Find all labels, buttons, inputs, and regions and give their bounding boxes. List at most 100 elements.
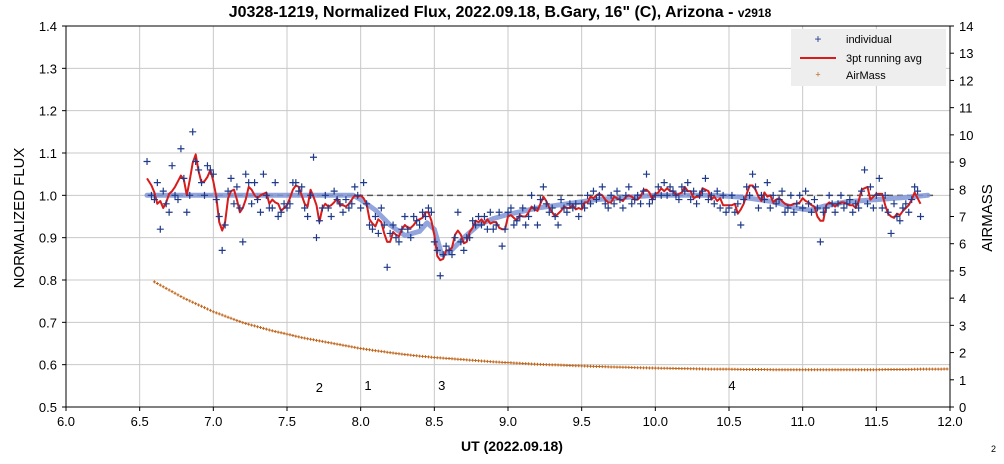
airmass-point (382, 350, 386, 354)
individual-point (725, 204, 733, 212)
individual-point (336, 200, 344, 208)
individual-point (805, 200, 813, 208)
airmass-point (538, 362, 542, 366)
airmass-point (618, 365, 622, 369)
airmass-point (465, 358, 469, 362)
y2-tick-label: 7 (959, 210, 966, 225)
individual-point (917, 213, 925, 220)
airmass-point (326, 341, 330, 345)
individual-point (245, 179, 253, 187)
individual-point (407, 234, 415, 242)
individual-point (813, 204, 821, 212)
y2-tick-label: 5 (959, 264, 966, 279)
individual-point (678, 183, 686, 191)
individual-point (150, 196, 158, 204)
airmass-point (447, 357, 451, 361)
individual-point (324, 204, 332, 212)
airmass-point (332, 342, 336, 346)
individual-point (784, 204, 792, 212)
y2-tick-label: 3 (959, 318, 966, 333)
individual-point (604, 204, 612, 212)
individual-point (439, 251, 447, 259)
airmass-point (373, 349, 377, 353)
individual-point (669, 187, 677, 195)
individual-point (548, 204, 556, 212)
individual-point (224, 187, 232, 195)
airmass-point (706, 367, 710, 371)
airmass-point (521, 361, 525, 365)
individual-point (383, 263, 391, 271)
airmass-point (229, 316, 233, 320)
airmass-point (895, 367, 899, 371)
individual-point (843, 200, 851, 208)
individual-point (386, 229, 394, 237)
individual-point (424, 204, 432, 212)
airmass-point (238, 320, 242, 324)
individual-point (642, 170, 650, 178)
individual-point (221, 221, 229, 229)
airmass-point (798, 368, 802, 372)
individual-point (389, 221, 397, 229)
y-tick-label: 1.3 (39, 61, 57, 76)
individual-point (525, 213, 533, 220)
airmass-point (244, 321, 248, 325)
airmass-point (494, 360, 498, 364)
individual-point (666, 183, 674, 191)
airmass-point (217, 312, 221, 316)
individual-point (834, 200, 842, 208)
individual-point (769, 191, 777, 199)
individual-point (271, 179, 279, 187)
individual-point (634, 191, 642, 199)
airmass-point (376, 349, 380, 353)
individual-point (466, 234, 474, 242)
airmass-point (235, 318, 239, 322)
airmass-point (385, 350, 389, 354)
airmass-point (562, 363, 566, 367)
individual-point (787, 191, 795, 199)
individual-point (433, 246, 441, 254)
individual-point (174, 196, 182, 204)
airmass-point (851, 368, 855, 372)
airmass-point (689, 367, 693, 371)
airmass-point (223, 314, 227, 318)
airmass-point (807, 368, 811, 372)
individual-point (628, 200, 636, 208)
individual-point (206, 166, 214, 174)
airmass-point (913, 367, 917, 371)
individual-point (799, 204, 807, 212)
individual-point (480, 213, 488, 220)
airmass-point (453, 357, 457, 361)
individual-point (395, 238, 403, 246)
airmass-point (644, 366, 648, 370)
y2-tick-label: 1 (959, 373, 966, 388)
airmass-point (435, 356, 439, 360)
airmass-point (568, 363, 572, 367)
individual-point (696, 191, 704, 199)
airmass-point (771, 368, 775, 372)
airmass-point (612, 365, 616, 369)
corner-label: 2 (991, 444, 996, 454)
airmass-point (824, 368, 828, 372)
legend-label-individual: individual (846, 34, 892, 46)
individual-point (171, 191, 179, 199)
individual-point (707, 191, 715, 199)
airmass-point (836, 368, 840, 372)
airmass-point (188, 299, 192, 303)
x-axis-ticks: 6.0 6.5 7.0 7.5 8.0 8.5 9.0 9.5 10.0 10.5 11.0 11.5… (57, 407, 963, 429)
airmass-point (347, 344, 351, 348)
individual-point (881, 191, 889, 199)
individual-point (651, 191, 659, 199)
airmass-point (456, 357, 460, 361)
airmass-point (423, 355, 427, 359)
airmass-point (524, 362, 528, 366)
y2-tick-label: 2 (959, 346, 966, 361)
individual-point (763, 179, 771, 187)
individual-point (227, 174, 235, 182)
airmass-point (736, 367, 740, 371)
individual-point (301, 204, 309, 212)
individual-point (587, 200, 595, 208)
legend-marker-airmass: + (815, 69, 820, 79)
airmass-point (659, 366, 663, 370)
individual-point (899, 204, 907, 212)
individual-point (254, 196, 262, 204)
